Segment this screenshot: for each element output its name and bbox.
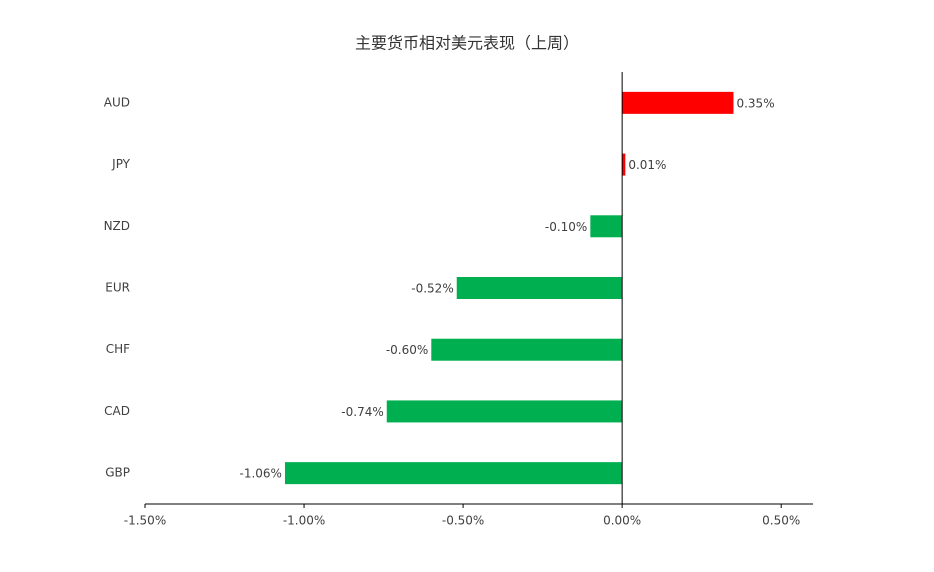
x-tick-label: -1.00% bbox=[283, 514, 325, 528]
bar bbox=[456, 277, 623, 299]
value-label: -1.06% bbox=[240, 467, 282, 481]
x-tick-label: 0.50% bbox=[762, 514, 800, 528]
value-label: -0.10% bbox=[545, 220, 587, 234]
bar bbox=[590, 215, 623, 238]
chart-title: 主要货币相对美元表现（上周） bbox=[355, 34, 579, 53]
bar bbox=[284, 462, 623, 485]
y-tick-label: GBP bbox=[105, 466, 130, 480]
x-tick-label: -1.50% bbox=[124, 514, 166, 528]
value-label: 0.01% bbox=[628, 158, 666, 172]
value-label: -0.52% bbox=[411, 282, 453, 296]
y-tick-label: NZD bbox=[104, 219, 130, 233]
x-tick-label: -0.50% bbox=[442, 514, 484, 528]
value-label: 0.35% bbox=[736, 96, 774, 110]
y-tick-label: CHF bbox=[106, 342, 130, 356]
bar bbox=[386, 400, 623, 423]
value-label: -0.74% bbox=[341, 405, 383, 419]
y-tick-label: EUR bbox=[105, 281, 130, 295]
y-tick-label: AUD bbox=[104, 95, 130, 109]
x-tick-label: 0.00% bbox=[603, 514, 641, 528]
y-tick-label: JPY bbox=[111, 157, 131, 171]
bar bbox=[622, 153, 626, 176]
value-label: -0.60% bbox=[386, 343, 428, 357]
y-tick-label: CAD bbox=[104, 404, 130, 418]
bar bbox=[622, 91, 734, 114]
bar bbox=[431, 338, 623, 361]
